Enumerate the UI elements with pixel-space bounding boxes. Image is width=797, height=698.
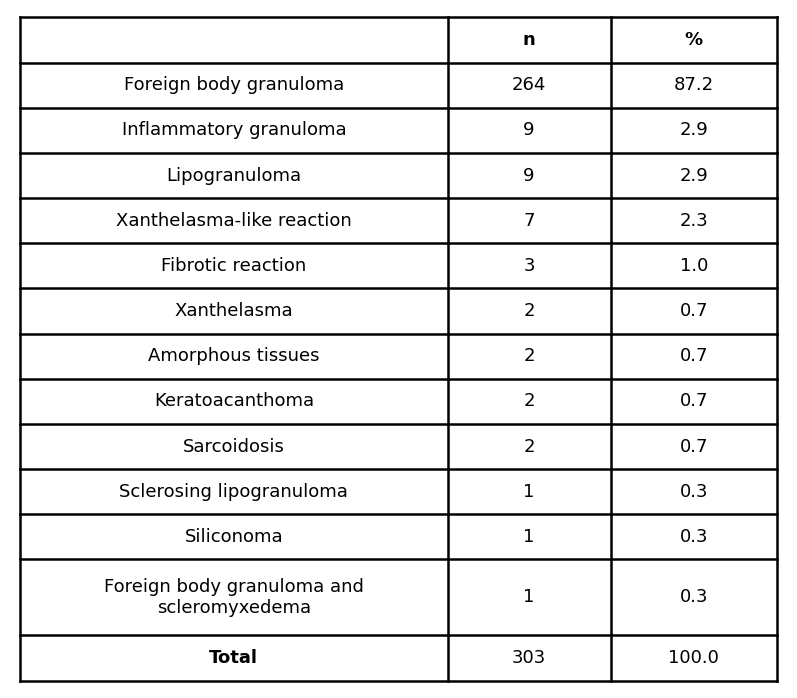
Text: 1: 1	[524, 528, 535, 546]
Text: Amorphous tissues: Amorphous tissues	[148, 347, 320, 365]
Text: 2: 2	[524, 302, 535, 320]
Text: Fibrotic reaction: Fibrotic reaction	[161, 257, 306, 275]
Text: 2: 2	[524, 347, 535, 365]
Text: 7: 7	[524, 211, 535, 230]
Text: 9: 9	[524, 167, 535, 184]
Text: Sarcoidosis: Sarcoidosis	[183, 438, 285, 456]
Text: Keratoacanthoma: Keratoacanthoma	[154, 392, 314, 410]
Text: 264: 264	[512, 76, 546, 94]
Text: Foreign body granuloma: Foreign body granuloma	[124, 76, 344, 94]
Text: 9: 9	[524, 121, 535, 140]
Text: 0.3: 0.3	[680, 588, 708, 607]
Text: Sclerosing lipogranuloma: Sclerosing lipogranuloma	[120, 483, 348, 500]
Text: n: n	[523, 31, 536, 49]
Text: 100.0: 100.0	[669, 649, 719, 667]
Text: 2.9: 2.9	[679, 167, 709, 184]
Text: 0.3: 0.3	[680, 528, 708, 546]
Text: 2: 2	[524, 392, 535, 410]
Text: 303: 303	[512, 649, 546, 667]
Text: 0.7: 0.7	[680, 392, 708, 410]
Text: 87.2: 87.2	[673, 76, 714, 94]
Text: Lipogranuloma: Lipogranuloma	[167, 167, 301, 184]
Text: 0.7: 0.7	[680, 347, 708, 365]
Text: Total: Total	[210, 649, 258, 667]
Text: Siliconoma: Siliconoma	[185, 528, 283, 546]
Text: 0.7: 0.7	[680, 302, 708, 320]
Text: %: %	[685, 31, 703, 49]
Text: 2.3: 2.3	[679, 211, 709, 230]
Text: 0.7: 0.7	[680, 438, 708, 456]
Text: 0.3: 0.3	[680, 483, 708, 500]
Text: Inflammatory granuloma: Inflammatory granuloma	[121, 121, 346, 140]
Text: 1.0: 1.0	[680, 257, 708, 275]
Text: Xanthelasma: Xanthelasma	[175, 302, 293, 320]
Text: 1: 1	[524, 483, 535, 500]
Text: 2: 2	[524, 438, 535, 456]
Text: 3: 3	[524, 257, 535, 275]
Text: Foreign body granuloma and
scleromyxedema: Foreign body granuloma and scleromyxedem…	[104, 578, 363, 617]
Text: Xanthelasma-like reaction: Xanthelasma-like reaction	[116, 211, 351, 230]
Text: 2.9: 2.9	[679, 121, 709, 140]
Text: 1: 1	[524, 588, 535, 607]
